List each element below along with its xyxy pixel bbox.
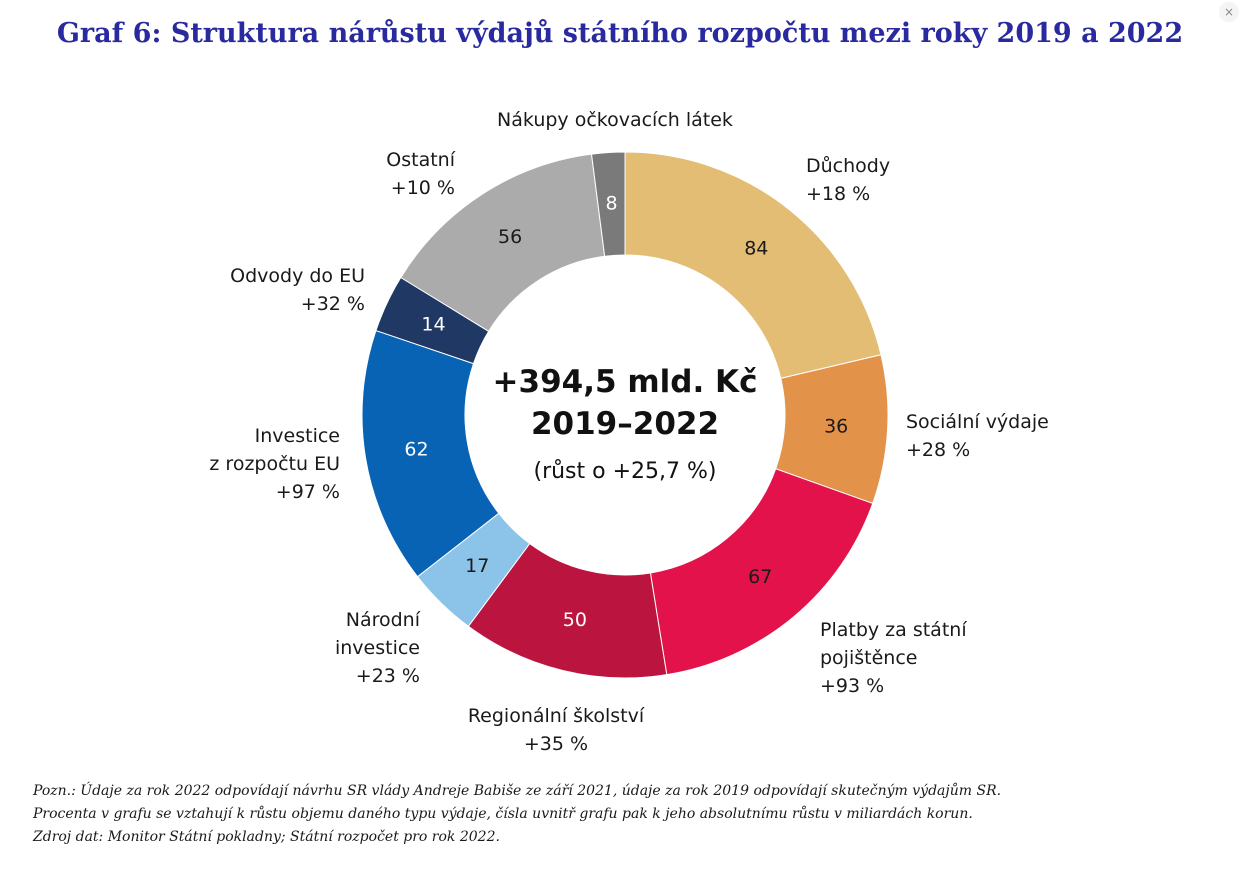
- label-investice: Investice z rozpočtu EU +97 %: [180, 422, 340, 506]
- slice-8: [590, 151, 626, 257]
- label-ockovani: Nákupy očkovacích látek: [470, 106, 760, 134]
- label-narodni: Národní investice +23 %: [300, 606, 420, 690]
- note-line-2: Procenta v grafu se vztahují k růstu obj…: [33, 806, 973, 822]
- slice-value-4: 17: [465, 555, 489, 577]
- label-investice-growth: +97 %: [275, 481, 340, 503]
- slice-values: 84 36 67 50 17 62 14 56 8: [404, 192, 848, 631]
- label-narodni-growth: +23 %: [355, 665, 420, 687]
- label-duchody-growth: +18 %: [806, 183, 871, 205]
- center-growth: (růst o +25,7 %): [533, 459, 716, 484]
- slice-0: [624, 151, 882, 379]
- slice-value-7: 56: [498, 226, 522, 248]
- label-odvody-growth: +32 %: [300, 293, 365, 315]
- label-skolstvi-name: Regionální školství: [467, 705, 645, 727]
- chart-title: Graf 6: Struktura nárůstu výdajů státníh…: [56, 18, 1184, 49]
- note-line-3: Zdroj dat: Monitor Státní pokladny; Stát…: [33, 829, 500, 845]
- label-socialni-growth: +28 %: [906, 439, 971, 461]
- notes: Pozn.: Údaje za rok 2022 odpovídají návr…: [33, 780, 1233, 849]
- label-skolstvi-growth: +35 %: [523, 733, 589, 755]
- label-platby-name-2: pojištěnce: [820, 647, 918, 669]
- slice-value-1: 36: [824, 415, 848, 437]
- center-total: +394,5 mld. Kč: [493, 364, 758, 400]
- label-socialni: Sociální výdaje +28 %: [906, 408, 1049, 464]
- label-duchody-name: Důchody: [806, 155, 891, 177]
- label-investice-name-1: Investice: [254, 425, 340, 447]
- slice-value-6: 14: [421, 314, 445, 336]
- close-icon[interactable]: ×: [1219, 2, 1239, 22]
- label-platby: Platby za státní pojištěnce +93 %: [820, 616, 967, 700]
- slice-value-8: 8: [605, 192, 617, 214]
- label-investice-name-2: z rozpočtu EU: [209, 453, 340, 475]
- label-ostatni-name: Ostatní: [386, 149, 455, 171]
- slice-value-3: 50: [563, 609, 587, 631]
- label-ostatni: Ostatní +10 %: [350, 146, 455, 202]
- label-narodni-name-1: Národní: [345, 609, 420, 631]
- slice-value-2: 67: [748, 566, 772, 588]
- label-ockovani-name: Nákupy očkovacích látek: [497, 109, 733, 131]
- label-platby-growth: +93 %: [820, 675, 885, 697]
- label-skolstvi: Regionální školství +35 %: [458, 702, 654, 758]
- donut-slices: [361, 151, 889, 679]
- slice-value-5: 62: [404, 439, 428, 461]
- label-narodni-name-2: investice: [334, 637, 420, 659]
- center-period: 2019–2022: [531, 406, 719, 442]
- label-odvody-name: Odvody do EU: [230, 265, 365, 287]
- note-line-1: Pozn.: Údaje za rok 2022 odpovídají návr…: [33, 783, 1002, 799]
- label-ostatni-growth: +10 %: [390, 177, 455, 199]
- slice-value-0: 84: [744, 238, 768, 260]
- label-duchody: Důchody +18 %: [806, 152, 890, 208]
- label-platby-name-1: Platby za státní: [820, 619, 967, 641]
- label-odvody: Odvody do EU +32 %: [200, 262, 365, 318]
- label-socialni-name: Sociální výdaje: [906, 411, 1049, 433]
